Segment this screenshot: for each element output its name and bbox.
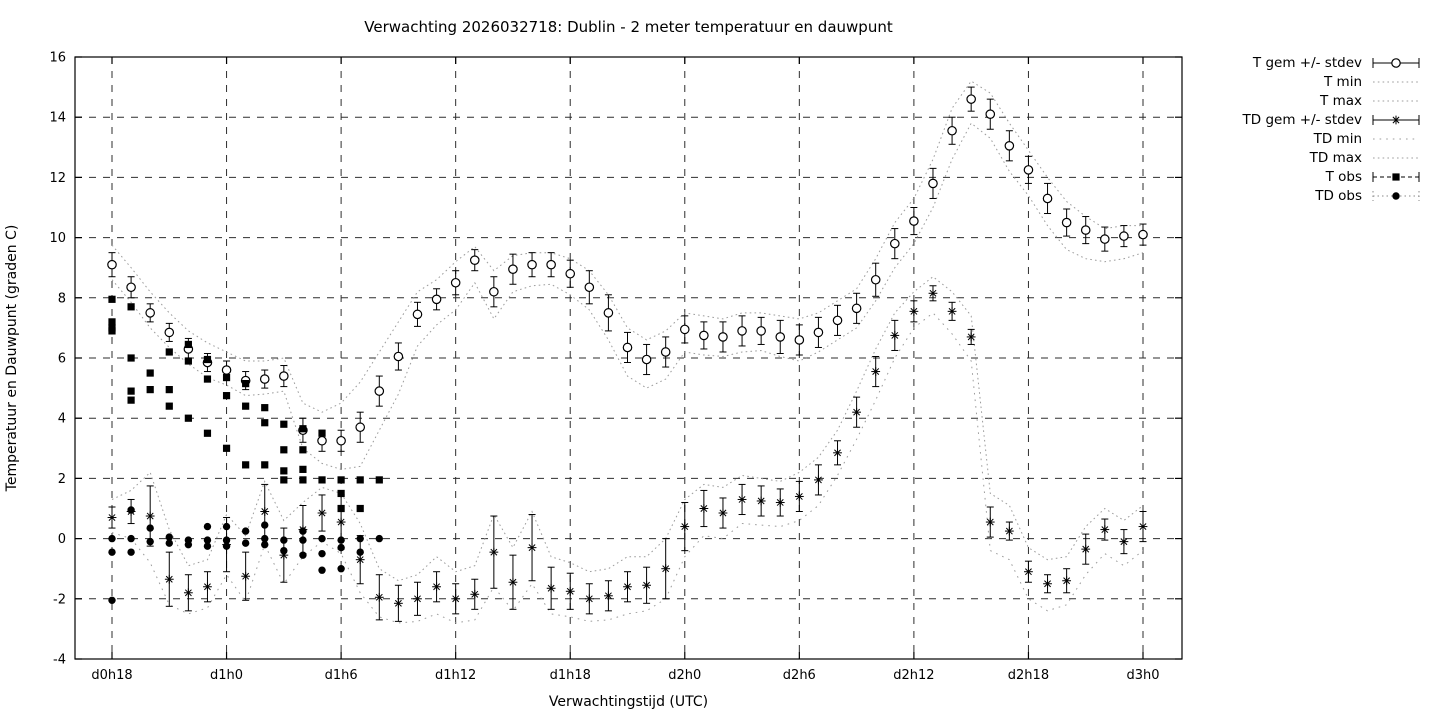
legend-label-t-gem: T gem +/- stdev [1252,54,1362,71]
series-td-max [111,276,1144,582]
legend-label-td-obs: TD obs [1315,187,1362,204]
legend-row-td-obs: TD obs [1243,186,1422,205]
axis-ticks [75,56,1182,660]
legend-label-td-max: TD max [1309,149,1362,166]
svg-text:d2h12: d2h12 [893,668,934,683]
svg-text:6: 6 [58,352,66,367]
legend-label-t-obs: T obs [1325,168,1362,185]
svg-text:14: 14 [49,111,66,126]
svg-text:d2h18: d2h18 [1008,668,1049,683]
series-t-obs [108,295,383,513]
legend-sample-t-gem-errorbar-icon [1372,57,1420,68]
series-td-obs [108,506,383,605]
y-tick-labels: -4 -2 0 2 4 6 8 10 12 14 16 [49,51,66,668]
series-td-gem [107,285,1148,622]
legend: T gem +/- stdev T min T max TD gem +/- s… [1243,53,1422,205]
x-tick-labels: d0h18 d1h0 d1h6 d1h12 d1h18 d2h0 d2h6 d2h12 d2h1… [91,668,1159,683]
legend-row-td-min: TD min [1243,129,1422,148]
legend-row-t-min: T min [1243,72,1422,91]
series-t-min [111,122,1144,470]
legend-row-t-gem: T gem +/- stdev [1243,53,1422,72]
series-td-min [111,312,1144,624]
svg-text:d1h6: d1h6 [325,668,358,683]
svg-text:d2h6: d2h6 [783,668,816,683]
svg-text:d2h0: d2h0 [668,668,701,683]
legend-sample-t-obs-square-icon [1372,171,1420,182]
legend-sample-td-max-dotted-icon [1373,157,1419,158]
grid-lines [75,57,1182,659]
svg-text:8: 8 [58,291,66,306]
svg-text:d1h12: d1h12 [435,668,476,683]
series-t-gem [107,86,1148,452]
svg-text:d0h18: d0h18 [91,668,132,683]
legend-label-t-max: T max [1320,92,1362,109]
legend-row-td-max: TD max [1243,148,1422,167]
legend-sample-td-min-dotted-icon [1373,138,1419,139]
legend-label-td-gem: TD gem +/- stdev [1242,111,1362,128]
svg-text:2: 2 [58,472,66,487]
svg-text:12: 12 [49,171,66,186]
legend-row-t-obs: T obs [1243,167,1422,186]
legend-label-td-min: TD min [1313,130,1362,147]
svg-text:10: 10 [49,231,66,246]
svg-text:d1h18: d1h18 [550,668,591,683]
svg-text:4: 4 [58,412,66,427]
legend-sample-t-max-dotted-icon [1373,100,1419,101]
svg-text:0: 0 [58,532,66,547]
legend-row-td-gem: TD gem +/- stdev [1243,110,1422,129]
svg-text:-2: -2 [53,592,66,607]
svg-text:d1h0: d1h0 [210,668,243,683]
legend-row-t-max: T max [1243,91,1422,110]
chart-title: Verwachting 2026032718: Dublin - 2 meter… [364,18,893,36]
svg-text:d3h0: d3h0 [1126,668,1159,683]
legend-sample-td-obs-circle-icon [1372,190,1420,201]
legend-sample-t-min-dotted-icon [1373,81,1419,82]
legend-label-t-min: T min [1324,73,1362,90]
svg-text:-4: -4 [53,653,66,668]
x-axis-label: Verwachtingstijd (UTC) [548,694,709,710]
svg-text:16: 16 [49,51,66,66]
legend-sample-td-gem-errorbar-icon [1372,114,1420,125]
